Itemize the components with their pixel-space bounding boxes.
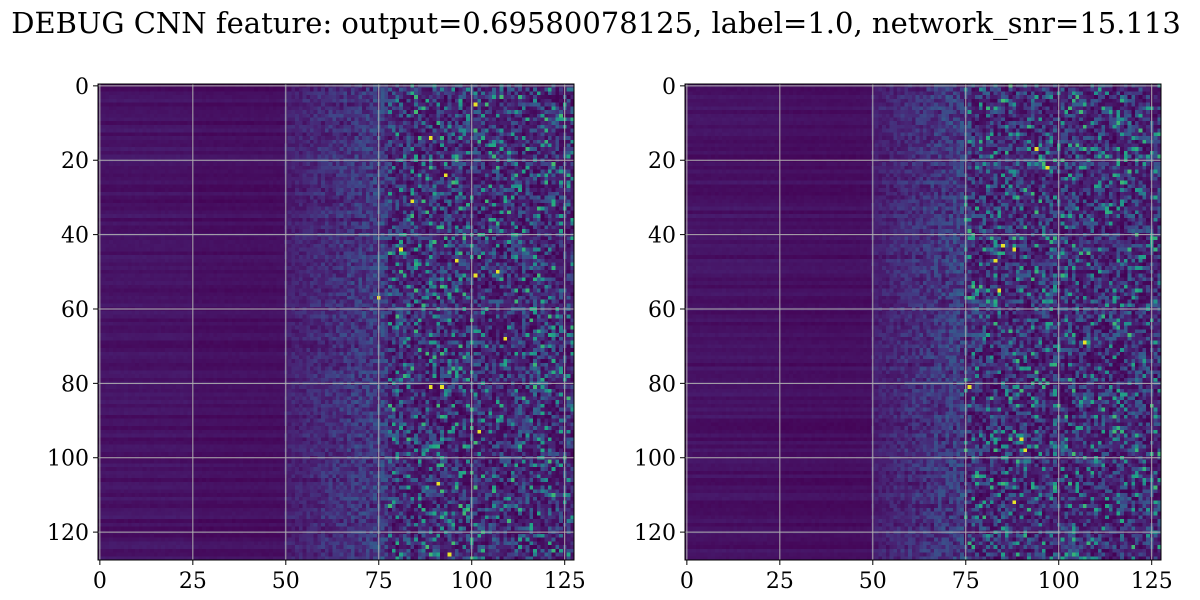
y-tick-label: 120 [47, 521, 89, 546]
y-tick-label: 0 [75, 75, 89, 100]
y-tick-label: 20 [61, 149, 89, 174]
axes-frame [97, 83, 575, 561]
x-tick-label: 75 [952, 569, 980, 594]
heatmap-cells [685, 84, 1161, 560]
x-tick-label: 25 [179, 569, 207, 594]
y-tick-label: 20 [648, 149, 676, 174]
y-tick-label: 0 [662, 75, 676, 100]
x-tick-label: 125 [544, 569, 586, 594]
y-tick-label: 40 [648, 224, 676, 249]
y-tick-label: 80 [648, 372, 676, 397]
x-tick-label: 50 [859, 569, 887, 594]
x-tick-label: 75 [365, 569, 393, 594]
x-tick-label: 100 [1038, 569, 1080, 594]
x-tick-label: 50 [272, 569, 300, 594]
y-tick-label: 60 [61, 298, 89, 323]
x-tick-label: 0 [93, 569, 107, 594]
y-tick-label: 80 [61, 372, 89, 397]
x-tick-label: 25 [766, 569, 794, 594]
axes-frame [684, 83, 1162, 561]
figure-title: DEBUG CNN feature: output=0.69580078125,… [11, 6, 1181, 41]
x-tick-label: 0 [680, 569, 694, 594]
heatmap-cells [98, 84, 574, 560]
y-tick-label: 100 [634, 447, 676, 472]
x-tick-label: 100 [451, 569, 493, 594]
x-tick-label: 125 [1131, 569, 1173, 594]
y-tick-label: 60 [648, 298, 676, 323]
y-tick-label: 120 [634, 521, 676, 546]
y-tick-label: 40 [61, 224, 89, 249]
y-tick-label: 100 [47, 447, 89, 472]
heatmap-panel-right: 0 25 50 75 100 125 0 20 40 60 80 100 120 [634, 75, 1173, 594]
heatmap-panel-left: 0 25 50 75 100 125 0 20 40 60 80 100 120 [47, 75, 586, 594]
